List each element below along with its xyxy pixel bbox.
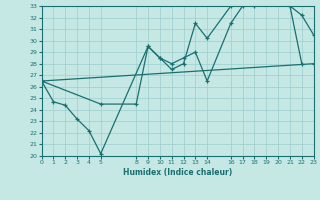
X-axis label: Humidex (Indice chaleur): Humidex (Indice chaleur): [123, 168, 232, 177]
